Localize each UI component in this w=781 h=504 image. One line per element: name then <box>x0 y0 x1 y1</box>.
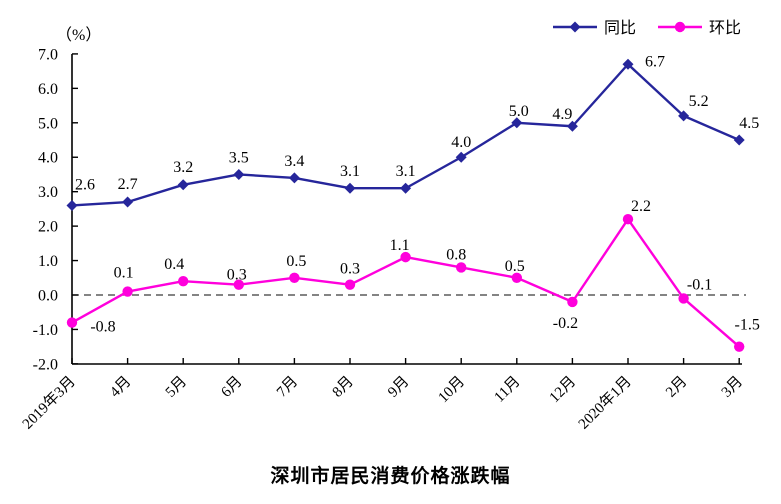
circle-marker <box>511 272 522 283</box>
circle-marker <box>400 251 411 263</box>
x-tick-label: 5月 <box>163 374 190 401</box>
cpi-chart: 7.0 6.0 5.0 4.0 3.0 2.0 1.0 0.0 -1.0 -2.0 （%） 2019年… <box>19 19 760 433</box>
data-label: 3.2 <box>173 159 193 176</box>
diamond-marker <box>511 117 523 129</box>
data-label: 0.3 <box>227 267 247 284</box>
data-label: 2.7 <box>118 176 138 193</box>
data-label: 0.1 <box>114 265 134 282</box>
x-tick-label: 2019年3月 <box>19 373 79 433</box>
diamond-marker <box>66 199 78 211</box>
x-tick-label: 2月 <box>663 374 690 401</box>
x-tick-label: 12月 <box>547 374 580 407</box>
diamond-marker <box>455 151 467 163</box>
data-label: 6.7 <box>645 53 665 70</box>
data-label: 4.0 <box>451 134 471 151</box>
data-label: 0.8 <box>446 246 466 263</box>
data-label: 5.2 <box>689 93 709 110</box>
x-tick-label: 11月 <box>491 374 523 406</box>
diamond-marker <box>400 182 412 194</box>
data-label: 1.1 <box>390 237 410 254</box>
y-tick-label: 1.0 <box>38 253 58 270</box>
y-tick-label: 4.0 <box>38 150 58 167</box>
y-tick-label: 2.0 <box>38 219 58 236</box>
data-label: 0.3 <box>340 261 360 278</box>
diamond-marker <box>177 179 189 191</box>
diamond-marker <box>622 58 634 70</box>
x-tick-label: 3月 <box>719 374 746 401</box>
data-label: 3.1 <box>340 163 360 180</box>
data-label: -1.5 <box>735 317 760 334</box>
diamond-marker <box>344 182 356 194</box>
y-tick-label: -1.0 <box>33 322 58 339</box>
data-label: 4.5 <box>739 115 759 132</box>
circle-marker <box>66 317 78 328</box>
x-tick-label: 8月 <box>330 374 357 401</box>
x-tick-label: 7月 <box>274 374 301 401</box>
chart-title: 深圳市居民消费价格涨跌幅 <box>270 466 511 487</box>
y-tick-label: 3.0 <box>38 184 58 201</box>
x-tick-label: 6月 <box>218 374 245 401</box>
circle-marker <box>622 214 634 225</box>
data-label: -0.2 <box>553 315 578 332</box>
data-label: 3.1 <box>396 163 416 180</box>
data-label: -0.1 <box>687 276 712 293</box>
circle-marker <box>456 262 467 273</box>
data-label: 3.4 <box>284 153 304 170</box>
data-label: 3.5 <box>229 149 249 166</box>
diamond-marker <box>122 196 134 208</box>
legend-circle-marker <box>674 21 686 33</box>
y-tick-label: -2.0 <box>33 356 58 373</box>
circle-marker <box>567 296 578 308</box>
x-tick-label: 2020年1月 <box>575 373 635 433</box>
data-label: 2.2 <box>631 198 651 215</box>
data-label: 4.9 <box>552 106 572 123</box>
data-label: 5.0 <box>509 103 529 120</box>
x-tick-label: 10月 <box>435 374 468 407</box>
circle-marker <box>178 276 189 287</box>
circle-marker <box>678 293 689 304</box>
diamond-marker <box>733 134 745 146</box>
x-tick-label: 4月 <box>107 374 134 401</box>
circle-marker <box>233 279 244 290</box>
data-label: 0.5 <box>286 253 306 270</box>
diamond-marker <box>288 172 300 184</box>
legend-diamond-marker <box>569 21 581 33</box>
legend-label-同比: 同比 <box>604 19 636 37</box>
circle-marker <box>734 341 745 352</box>
data-label: -0.8 <box>90 319 115 336</box>
diamond-marker <box>566 120 578 132</box>
circle-marker <box>122 286 133 297</box>
y-axis-unit-label: （%） <box>56 26 101 44</box>
data-label: 0.4 <box>164 256 184 273</box>
data-label: 0.5 <box>505 258 525 275</box>
diamond-marker <box>678 110 690 122</box>
data-label: 2.6 <box>75 176 95 193</box>
y-tick-label: 6.0 <box>38 81 58 98</box>
diamond-marker <box>233 168 245 180</box>
legend-label-环比: 环比 <box>709 19 741 37</box>
x-tick-label: 9月 <box>385 374 412 401</box>
circle-marker <box>344 279 356 290</box>
circle-marker <box>289 272 300 283</box>
y-tick-label: 0.0 <box>38 288 58 305</box>
y-tick-label: 5.0 <box>38 115 58 132</box>
y-tick-label: 7.0 <box>38 46 58 63</box>
